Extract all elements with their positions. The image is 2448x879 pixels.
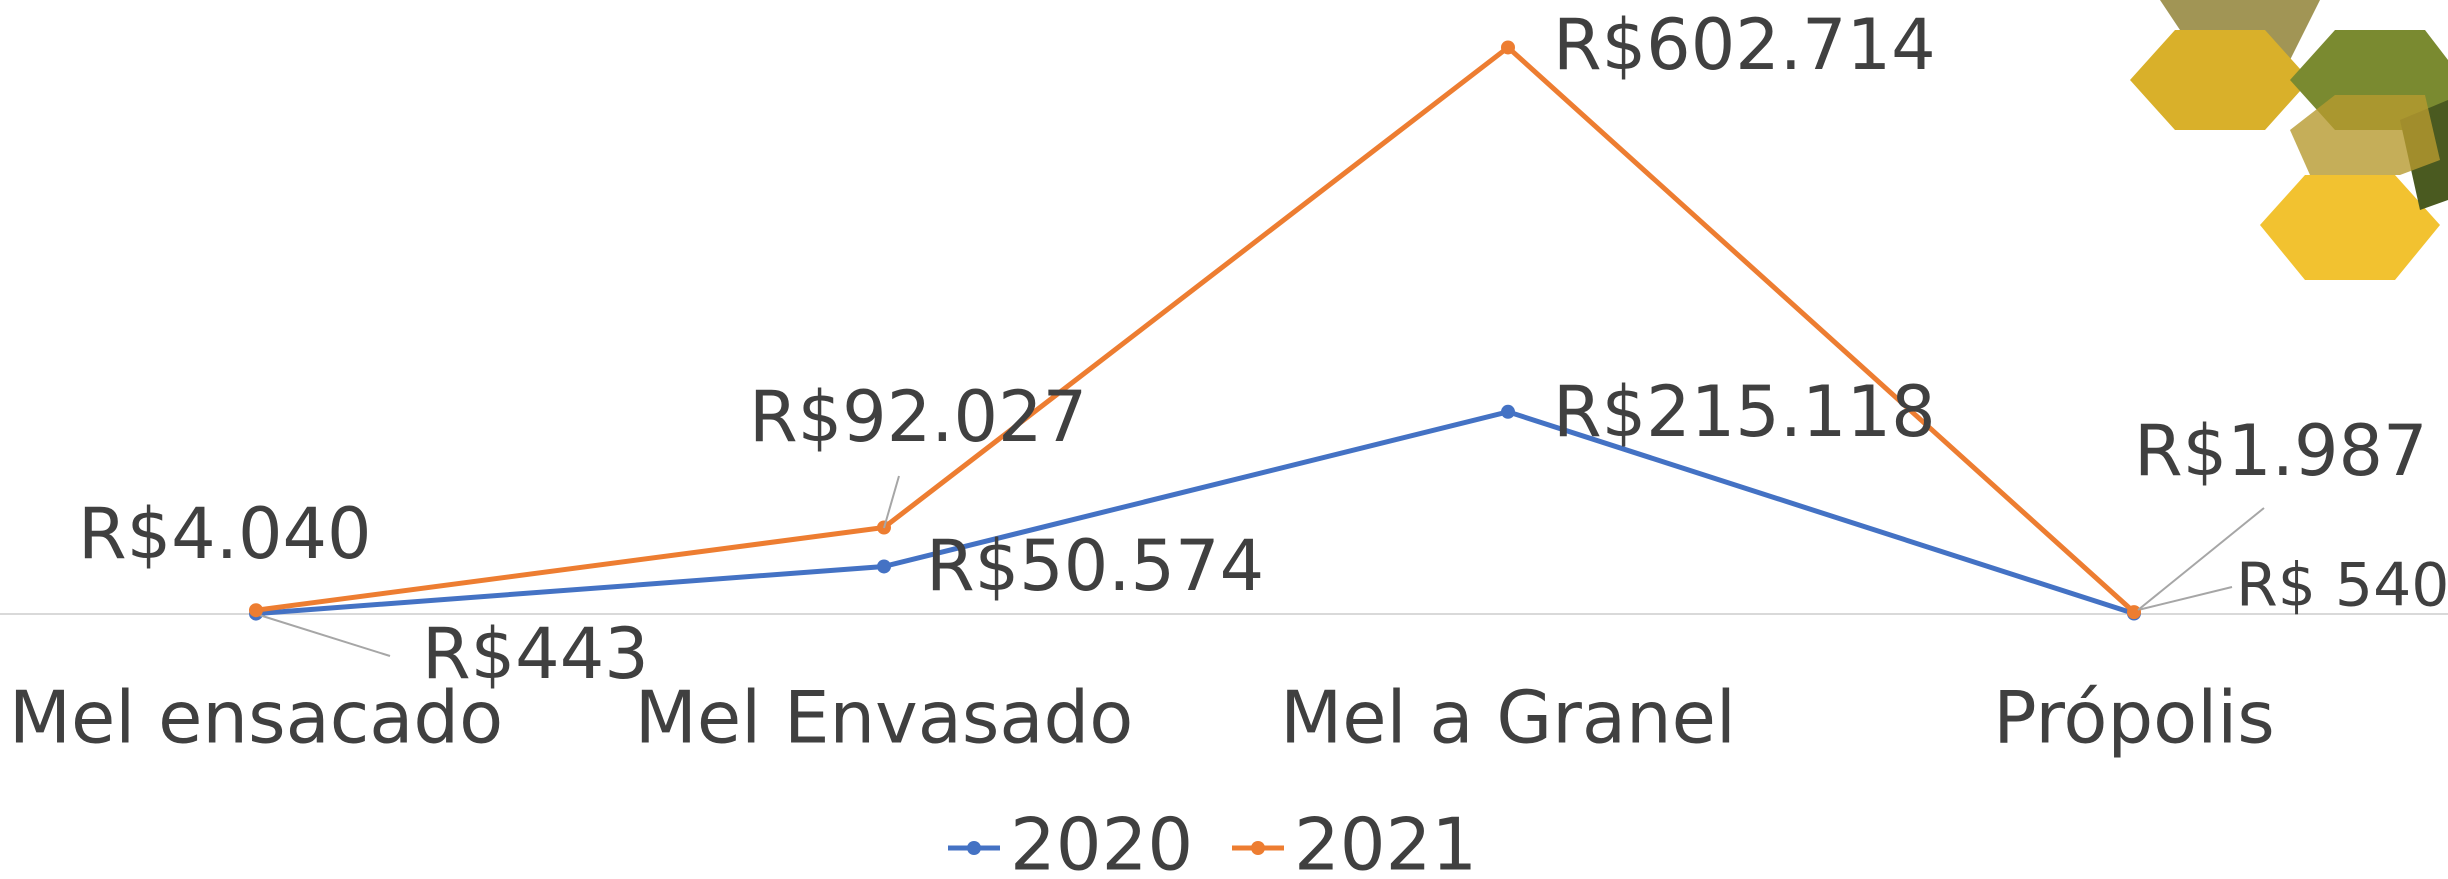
- leader-line: [255, 613, 391, 657]
- data-label: R$602.714: [1553, 4, 1936, 86]
- x-tick-label: Mel Envasado: [635, 676, 1134, 760]
- series-line: [255, 409, 2135, 617]
- honeycomb-decoration: [2130, 0, 2448, 280]
- point-marker: [877, 559, 891, 574]
- legend-label: 2021: [1294, 803, 1477, 879]
- data-label: R$1.987: [2134, 410, 2428, 492]
- legend-label: 2020: [1010, 803, 1193, 879]
- x-tick-label: Mel ensacado: [9, 676, 503, 760]
- point-marker: [1501, 40, 1515, 55]
- legend-marker: [1251, 841, 1265, 855]
- leader-line: [883, 475, 900, 529]
- point-marker: [249, 603, 263, 618]
- data-label: R$ 540: [2236, 551, 2448, 621]
- leader-line: [2137, 586, 2233, 611]
- x-tick-label: Própolis: [1993, 676, 2275, 760]
- legend-marker: [967, 841, 981, 855]
- data-label: R$215.118: [1553, 371, 1936, 453]
- data-label: R$50.574: [926, 525, 1264, 607]
- point-marker: [2127, 605, 2141, 620]
- x-tick-label: Mel a Granel: [1280, 676, 1736, 760]
- leader-line: [2137, 507, 2265, 611]
- series-line: [255, 44, 2136, 614]
- legend: 2020 2021: [948, 803, 1477, 879]
- data-label: R$443: [422, 613, 649, 695]
- data-label: R$4.040: [78, 493, 372, 575]
- data-label: R$92.027: [749, 376, 1087, 458]
- point-marker: [1501, 404, 1515, 419]
